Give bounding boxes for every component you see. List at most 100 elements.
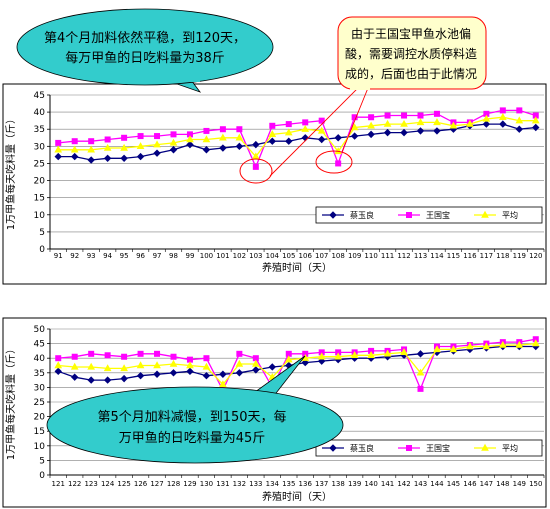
- chart1-series-2-point: [269, 122, 276, 129]
- chart2-legend-marker: [406, 445, 412, 451]
- chart1-series-2-point: [121, 134, 128, 141]
- chart1-series-3-point: [136, 142, 145, 150]
- chart2-xtick-label: 143: [414, 480, 427, 488]
- chart1-series-1-point: [153, 149, 161, 157]
- chart1-series-3-point: [482, 114, 491, 122]
- callout-acid-water: 由于王国宝甲鱼水池偏 酸，需要调控水质停料造 成的，后面也由于此情况: [269, 16, 487, 177]
- chart2-xtick-label: 150: [529, 480, 542, 488]
- chart1-xtick-label: 96: [136, 252, 145, 260]
- chart2-y-axis-title: 1万甲鱼每天吃料量（斤）: [4, 344, 17, 460]
- chart2-series-1-point: [219, 370, 227, 378]
- callout-acid-water-line2: 酸，需要调控水质停料造: [345, 46, 477, 61]
- chart1-xtick-label: 97: [153, 252, 162, 260]
- chart1-xtick-label: 116: [463, 252, 477, 260]
- chart1-ytick-label: 0: [39, 245, 45, 255]
- chart2-series-3-point: [383, 349, 392, 357]
- chart1-series-1-point: [400, 128, 408, 137]
- chart1-xtick-label: 120: [529, 252, 542, 260]
- chart2-ytick-label: 50: [34, 325, 46, 335]
- chart1-xtick-label: 107: [315, 252, 328, 260]
- chart2-series-3-point: [186, 361, 194, 369]
- chart2-series-3-point: [54, 361, 63, 369]
- chart1-xtick-label: 115: [447, 252, 460, 260]
- chart2-series-3-point: [498, 340, 507, 348]
- chart1-ytick-label: 35: [34, 125, 45, 135]
- chart2-legend-marker: [481, 443, 489, 451]
- chart1-series-3-point: [186, 135, 194, 143]
- chart2-xtick-label: 137: [315, 480, 328, 488]
- chart1-legend-marker: [481, 210, 489, 218]
- chart1-xtick-label: 117: [480, 252, 493, 260]
- chart2-series-1-point: [103, 376, 112, 384]
- chart2-series-1-point: [317, 357, 326, 365]
- chart1-series-3-point: [498, 113, 507, 120]
- chart1-series-1-point: [433, 127, 441, 135]
- chart2-ytick-label: 20: [34, 413, 46, 423]
- chart2-series-2-point: [71, 353, 78, 360]
- chart1-series-3-point: [235, 133, 244, 141]
- chart2-ytick-label: 45: [34, 340, 45, 350]
- chart2-series-3-point: [350, 351, 359, 358]
- chart2-xtick-label: 138: [331, 480, 344, 488]
- chart2-series-3-point: [400, 348, 408, 356]
- chart2-series-2-point: [236, 350, 243, 357]
- chart2-xtick-label: 125: [117, 480, 130, 488]
- chart1-x-axis-title: 养殖时间（天）: [262, 261, 332, 274]
- chart2-ytick-label: 5: [39, 456, 45, 466]
- callout-month5: 第5个月加料减慢，到150天，每 万甲鱼的日吃料量为45斤: [46, 355, 344, 464]
- chart2-legend-marker: [329, 444, 337, 452]
- chart1-xtick-label: 92: [70, 252, 79, 260]
- chart1-legend-label: 王国宝: [426, 210, 450, 220]
- chart1-ytick-label: 25: [34, 159, 45, 169]
- chart1-series-1-point: [383, 128, 392, 137]
- chart1-series-2-point: [88, 138, 95, 145]
- chart2-series-1-point: [252, 366, 260, 374]
- chart1-series-3-point: [416, 118, 425, 126]
- chart2-xtick-label: 147: [480, 480, 493, 488]
- chart2-series-3-point: [70, 362, 79, 370]
- chart1-series-1-point: [482, 120, 491, 128]
- chart2-legend-label: 蔡玉良: [350, 443, 374, 453]
- chart1-series-1-point: [54, 152, 62, 161]
- chart1-series-3-point: [515, 116, 524, 124]
- chart2-series-3-point: [87, 362, 96, 370]
- chart1-series-1-point: [120, 154, 128, 163]
- chart1-series-1-point: [186, 140, 194, 149]
- chart1-series-3-point: [87, 145, 96, 153]
- chart1-xtick-label: 108: [331, 252, 344, 260]
- chart1-series-1-point: [70, 152, 79, 161]
- chart1-xtick-label: 119: [513, 252, 526, 260]
- chart1-series-2-point: [154, 133, 161, 140]
- chart1-series-2-point: [252, 163, 259, 170]
- chart1-series-3-point: [70, 145, 79, 153]
- chart2-series-3-point: [515, 340, 524, 348]
- chart1-series-3-point: [169, 138, 178, 146]
- chart1-ytick-label: 30: [34, 142, 46, 152]
- chart1-series-2-point: [236, 126, 243, 133]
- chart1-series-2-point: [516, 107, 523, 114]
- chart1-series-3-point: [54, 145, 63, 153]
- chart2-legend: [315, 439, 543, 457]
- chart2-series-3-point: [120, 364, 128, 372]
- chart2-series-3-point: [103, 364, 112, 372]
- chart1-series-2-point: [55, 139, 62, 146]
- chart1-series-3-point: [301, 124, 310, 132]
- chart1-series-3-point: [202, 135, 211, 143]
- chart2-xtick-label: 126: [134, 480, 148, 488]
- chart1-y-axis-title: 1万甲鱼每天吃料量（斤）: [4, 114, 17, 230]
- chart1-series-2-point: [335, 160, 342, 167]
- chart2-xtick-label: 142: [397, 480, 410, 488]
- chart2-series-1-point: [87, 376, 95, 384]
- chart1-series-2-point: [104, 136, 111, 143]
- chart2-series-1-point: [202, 372, 211, 380]
- chart1-ytick-label: 15: [34, 194, 45, 204]
- chart1-series-1-point: [350, 132, 359, 140]
- chart1-xtick-label: 99: [186, 252, 195, 260]
- chart1-xtick-label: 112: [397, 252, 410, 260]
- chart2-xtick-label: 128: [167, 480, 180, 488]
- chart2-series-2-point: [154, 350, 161, 357]
- callout-acid-water-line1: 由于王国宝甲鱼水池偏: [351, 26, 471, 41]
- chart1-legend-label: 平均: [502, 210, 518, 220]
